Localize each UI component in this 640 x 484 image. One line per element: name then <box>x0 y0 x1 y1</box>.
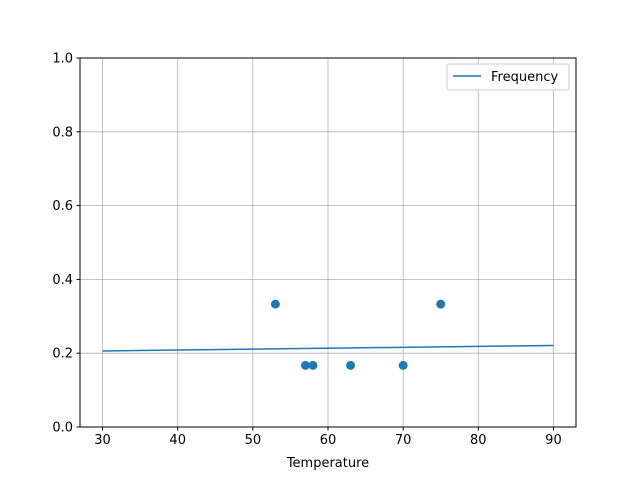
scatter-point <box>270 299 280 309</box>
y-tick-label: 0.6 <box>52 199 73 214</box>
y-tick-label: 0.4 <box>52 273 73 288</box>
scatter-point <box>398 360 408 370</box>
y-tick-label: 0.8 <box>52 125 73 140</box>
x-tick-label: 30 <box>94 433 111 448</box>
x-tick-label: 50 <box>245 433 262 448</box>
grid <box>80 57 576 428</box>
x-tick-label: 60 <box>320 433 337 448</box>
x-tick-label: 90 <box>545 433 562 448</box>
y-tick-label: 0.0 <box>52 421 73 436</box>
x-tick-label: 80 <box>470 433 487 448</box>
y-tick-label: 0.2 <box>52 347 73 362</box>
y-tick-label: 1.0 <box>52 52 73 67</box>
scatter-point <box>308 360 318 370</box>
x-tick-label: 40 <box>169 433 186 448</box>
legend-box <box>446 63 570 91</box>
x-tick-label: 70 <box>395 433 412 448</box>
scatter-point <box>436 299 446 309</box>
scatter-point <box>346 360 356 370</box>
x-axis-label: Temperature <box>286 456 369 471</box>
chart-marks <box>102 299 554 370</box>
legend: Frequency <box>446 63 570 91</box>
frequency-line <box>102 344 554 352</box>
ticks: 30 40 50 60 70 80 90 0.0 0.2 0.4 0.6 0.8 1.0 <box>52 52 561 449</box>
legend-label: Frequency <box>491 70 558 85</box>
scatter-point <box>300 360 310 370</box>
